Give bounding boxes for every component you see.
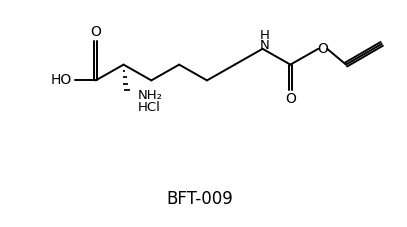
Text: N: N: [260, 39, 269, 52]
Text: O: O: [90, 25, 101, 39]
Text: NH₂: NH₂: [138, 89, 162, 102]
Text: BFT-009: BFT-009: [166, 190, 233, 208]
Text: O: O: [318, 42, 328, 56]
Text: HO: HO: [50, 73, 72, 87]
Text: HCl: HCl: [138, 101, 160, 114]
Text: H: H: [260, 30, 269, 42]
Text: O: O: [285, 92, 296, 106]
